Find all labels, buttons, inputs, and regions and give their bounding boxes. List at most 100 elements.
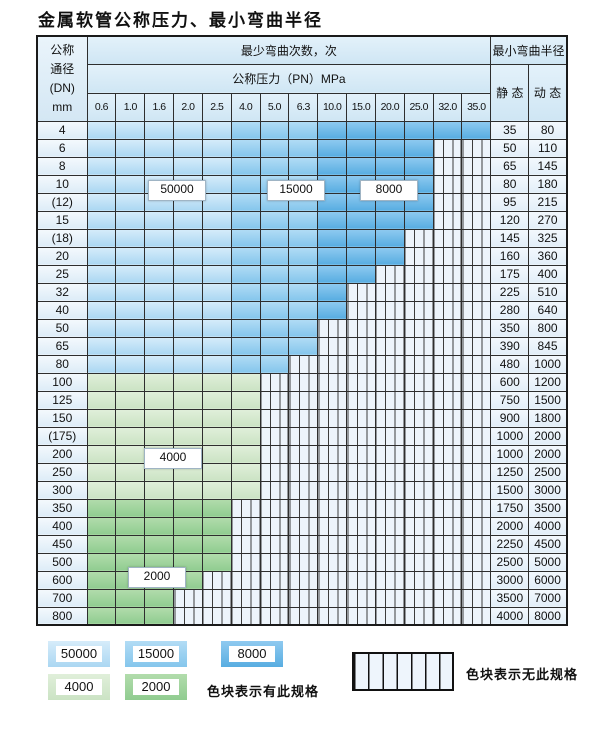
spec-available-cell bbox=[144, 336, 175, 356]
spec-available-cell bbox=[230, 480, 261, 500]
no-spec-hatch-cell bbox=[374, 552, 405, 572]
dynamic-radius-value: 360 bbox=[528, 246, 568, 266]
no-spec-hatch-cell bbox=[461, 480, 492, 500]
dynamic-radius-value: 2000 bbox=[528, 426, 568, 446]
dynamic-radius-value: 1500 bbox=[528, 390, 568, 410]
spec-available-cell bbox=[201, 300, 232, 320]
no-spec-hatch-cell bbox=[432, 444, 463, 464]
spec-available-cell bbox=[144, 426, 175, 446]
pressure-col-header: 4.0 bbox=[230, 92, 261, 122]
spec-available-cell bbox=[144, 318, 175, 338]
legend-swatch-label: 4000 bbox=[56, 679, 102, 695]
legend-swatch-label: 8000 bbox=[229, 646, 275, 662]
static-radius-value: 280 bbox=[490, 300, 530, 320]
spec-available-cell bbox=[86, 300, 117, 320]
no-spec-hatch-cell bbox=[346, 534, 376, 554]
cycle-label-8000: 8000 bbox=[360, 180, 418, 201]
spec-available-cell bbox=[115, 354, 146, 374]
pressure-col-header: 1.6 bbox=[144, 92, 175, 122]
pressure-col-header: 2.5 bbox=[201, 92, 232, 122]
table-row: 20 160 360 bbox=[36, 246, 568, 266]
pressure-col-header: 10.0 bbox=[317, 92, 348, 122]
no-spec-hatch-cell bbox=[374, 300, 405, 320]
spec-available-cell bbox=[201, 318, 232, 338]
no-spec-hatch-cell bbox=[432, 228, 463, 248]
spec-available-cell bbox=[201, 336, 232, 356]
no-spec-hatch-cell bbox=[230, 516, 261, 536]
table-row: 8 65 145 bbox=[36, 156, 568, 176]
spec-available-cell bbox=[86, 354, 117, 374]
no-spec-hatch-cell bbox=[346, 372, 376, 392]
spec-available-cell bbox=[173, 300, 203, 320]
spec-available-cell bbox=[144, 156, 175, 176]
no-spec-hatch-cell bbox=[432, 390, 463, 410]
no-spec-hatch-cell bbox=[403, 606, 434, 626]
no-spec-hatch-cell bbox=[432, 372, 463, 392]
spec-available-cell bbox=[144, 228, 175, 248]
spec-available-cell bbox=[115, 462, 146, 482]
dynamic-radius-value: 5000 bbox=[528, 552, 568, 572]
no-spec-hatch-cell bbox=[461, 372, 492, 392]
no-spec-hatch-cell bbox=[374, 588, 405, 608]
no-spec-hatch-cell bbox=[346, 588, 376, 608]
no-spec-hatch-cell bbox=[288, 444, 319, 464]
spec-available-cell bbox=[230, 174, 261, 194]
no-spec-hatch-cell bbox=[288, 372, 319, 392]
dn-header-line: 通径 bbox=[50, 61, 75, 76]
spec-available-cell bbox=[173, 426, 203, 446]
no-spec-hatch-cell bbox=[288, 552, 319, 572]
spec-available-cell bbox=[201, 408, 232, 428]
no-spec-hatch-cell bbox=[259, 606, 290, 626]
no-spec-hatch-cell bbox=[461, 336, 492, 356]
dn-header-line: (DN) bbox=[49, 80, 75, 95]
no-spec-hatch-cell bbox=[230, 570, 261, 590]
no-spec-hatch-cell bbox=[403, 462, 434, 482]
spec-available-cell bbox=[144, 606, 175, 626]
no-spec-hatch-cell bbox=[288, 534, 319, 554]
no-spec-hatch-cell bbox=[403, 390, 434, 410]
spec-table: 公称 通径 (DN) mm 最少弯曲次数，次 最小弯曲半径 公称压力（PN）MPa 静… bbox=[36, 35, 568, 626]
spec-available-cell bbox=[86, 390, 117, 410]
static-radius-value: 2000 bbox=[490, 516, 530, 536]
no-spec-hatch-cell bbox=[461, 264, 492, 284]
spec-available-cell bbox=[144, 264, 175, 284]
static-radius-value: 600 bbox=[490, 372, 530, 392]
table-row: 32 225 510 bbox=[36, 282, 568, 302]
no-spec-hatch-cell bbox=[259, 498, 290, 518]
spec-available-cell bbox=[86, 210, 117, 230]
spec-available-cell bbox=[144, 516, 175, 536]
no-spec-hatch-cell bbox=[346, 390, 376, 410]
radius-header: 最小弯曲半径 bbox=[490, 35, 568, 65]
no-spec-hatch-cell bbox=[374, 354, 405, 374]
spec-available-cell bbox=[288, 120, 319, 140]
no-spec-hatch-cell bbox=[374, 606, 405, 626]
dynamic-radius-value: 80 bbox=[528, 120, 568, 140]
dn-value: 50 bbox=[36, 318, 88, 338]
spec-available-cell bbox=[144, 534, 175, 554]
no-spec-hatch-cell bbox=[432, 498, 463, 518]
static-radius-value: 175 bbox=[490, 264, 530, 284]
spec-available-cell bbox=[201, 174, 232, 194]
spec-available-cell bbox=[403, 210, 434, 230]
spec-available-cell bbox=[403, 156, 434, 176]
dn-value: 450 bbox=[36, 534, 88, 554]
no-spec-hatch-cell bbox=[317, 444, 348, 464]
spec-available-cell bbox=[259, 300, 290, 320]
spec-available-cell bbox=[86, 246, 117, 266]
spec-available-cell bbox=[201, 192, 232, 212]
no-spec-hatch-cell bbox=[432, 210, 463, 230]
table-row: 450 2250 4500 bbox=[36, 534, 568, 554]
no-spec-hatch-cell bbox=[403, 318, 434, 338]
static-radius-value: 225 bbox=[490, 282, 530, 302]
spec-available-cell bbox=[173, 246, 203, 266]
table-row: 700 3500 7000 bbox=[36, 588, 568, 608]
legend-swatch-50000: 50000 bbox=[48, 641, 110, 667]
table-row: 25 175 400 bbox=[36, 264, 568, 284]
no-spec-hatch-cell bbox=[432, 534, 463, 554]
no-spec-hatch-cell bbox=[317, 426, 348, 446]
spec-available-cell bbox=[173, 156, 203, 176]
spec-available-cell bbox=[173, 534, 203, 554]
no-spec-hatch-cell bbox=[346, 354, 376, 374]
spec-available-cell bbox=[288, 156, 319, 176]
no-spec-hatch-cell bbox=[374, 516, 405, 536]
